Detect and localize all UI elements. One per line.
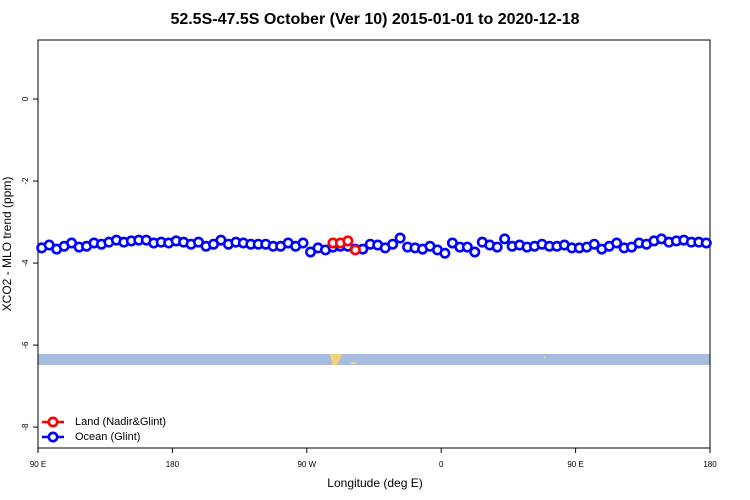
point (439, 247, 451, 259)
x-tick-label: 90 W (297, 460, 316, 469)
chart-title: 52.5S-47.5S October (Ver 10) 2015-01-01 … (170, 11, 579, 28)
y-tick-label: -4 (21, 259, 30, 267)
x-tick-label: 180 (703, 460, 717, 469)
y-tick-label: -2 (21, 177, 30, 185)
x-tick-label: 90 E (567, 460, 583, 469)
x-axis-label: Longitude (deg E) (327, 476, 422, 490)
map-strip (38, 354, 710, 365)
point (387, 238, 399, 250)
y-tick-label: -6 (21, 341, 30, 349)
point (499, 233, 511, 245)
y-tick-label: -8 (21, 423, 30, 431)
point (588, 238, 600, 250)
land-patch (544, 356, 546, 358)
legend-marker (47, 416, 59, 428)
point (394, 232, 406, 244)
x-tick-label: 90 E (30, 460, 46, 469)
y-axis-label: XCO2 - MLO trend (ppm) (0, 177, 14, 312)
point (491, 241, 503, 253)
point (461, 241, 473, 253)
ocean-strip (38, 354, 710, 365)
point (700, 237, 712, 249)
point (469, 246, 481, 258)
x-tick-label: 180 (166, 460, 180, 469)
y-tick-label: 0 (21, 96, 30, 101)
legend-marker (47, 431, 59, 443)
legend-label: Ocean (Glint) (75, 431, 140, 443)
land-patch (351, 362, 356, 364)
land-patch (330, 354, 342, 365)
legend-label: Land (Nadir&Glint) (75, 416, 166, 428)
x-tick-label: 0 (439, 460, 444, 469)
point (342, 235, 354, 247)
point (297, 237, 309, 249)
point (349, 244, 361, 256)
point (611, 237, 623, 249)
